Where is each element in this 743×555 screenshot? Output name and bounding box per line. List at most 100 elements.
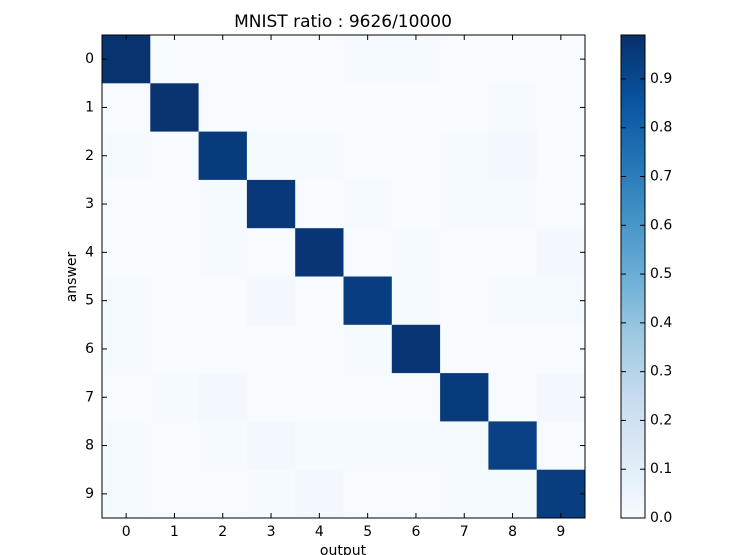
y-tick-label: 9 [85, 486, 94, 502]
x-tick-label: 2 [218, 524, 227, 540]
heatmap-cell [295, 421, 344, 471]
heatmap-cell [246, 228, 296, 277]
heatmap-cell [198, 228, 248, 277]
heatmap-cell [150, 83, 200, 133]
colorbar-tick-label: 0.7 [650, 168, 672, 184]
heatmap-cell [488, 35, 538, 84]
heatmap-cell [102, 228, 151, 277]
heatmap-cell [343, 83, 393, 133]
heatmap-cell [198, 179, 248, 229]
heatmap-cell [440, 421, 489, 471]
heatmap-cell [343, 276, 393, 326]
y-tick-label: 5 [85, 293, 94, 309]
heatmap-cell [391, 469, 441, 519]
heatmap-cell [198, 276, 248, 326]
heatmap-cell [440, 35, 489, 84]
x-tick-label: 4 [315, 524, 324, 540]
heatmap-cell [102, 179, 151, 229]
heatmap-cell [295, 228, 344, 277]
heatmap-cell [150, 469, 200, 519]
heatmap-cell [343, 373, 393, 422]
heatmap-cell [343, 469, 393, 519]
heatmap-cell [198, 83, 248, 133]
heatmap-cell [536, 228, 586, 277]
heatmap-cell [295, 83, 344, 133]
x-tick-label: 7 [460, 524, 469, 540]
x-tick-label: 3 [267, 524, 276, 540]
heatmap-cell [488, 421, 538, 471]
colorbar-tick-label: 0.3 [650, 364, 672, 380]
heatmap-cell [440, 131, 489, 181]
heatmap-cell [246, 83, 296, 133]
x-tick-label: 9 [556, 524, 565, 540]
y-tick-label: 0 [85, 51, 94, 67]
heatmap-cell [536, 373, 586, 422]
heatmap-cell [536, 469, 586, 519]
heatmap-cell [536, 421, 586, 471]
heatmap-cell [295, 276, 344, 326]
heatmap-cell [246, 373, 296, 422]
heatmap-cell [246, 131, 296, 181]
heatmap-cell [102, 83, 151, 133]
heatmap-cell [488, 276, 538, 326]
heatmap-cell [102, 35, 151, 84]
colorbar-tick-label: 0.2 [650, 412, 672, 428]
heatmap-cell [343, 179, 393, 229]
heatmap-cell [391, 373, 441, 422]
colorbar [620, 34, 646, 519]
heatmap-cell [295, 324, 344, 374]
heatmap-cell [536, 276, 586, 326]
heatmap-cell [488, 324, 538, 374]
heatmap-cell [391, 276, 441, 326]
x-axis-label: output [320, 543, 367, 555]
heatmap-cell [295, 179, 344, 229]
x-tick-label: 0 [122, 524, 131, 540]
y-tick-label: 3 [85, 196, 94, 212]
x-tick-label: 1 [170, 524, 179, 540]
x-tick-label: 5 [363, 524, 372, 540]
heatmap-cell [536, 131, 586, 181]
colorbar-tick-label: 0.1 [650, 461, 672, 477]
heatmap-cell [391, 179, 441, 229]
heatmap-cell [150, 276, 200, 326]
heatmap-cell [488, 373, 538, 422]
colorbar-tick-label: 0.0 [650, 510, 672, 526]
heatmap-cell [246, 35, 296, 84]
heatmap-cell [536, 83, 586, 133]
heatmap-cell [150, 324, 200, 374]
plot-frame [101, 34, 586, 519]
heatmap-cell [440, 228, 489, 277]
heatmap-cell [198, 324, 248, 374]
heatmap-cell [343, 35, 393, 84]
heatmap-cell [246, 179, 296, 229]
heatmap-cell [440, 179, 489, 229]
colorbar-tick-label: 0.8 [650, 120, 672, 136]
heatmap-cell [150, 179, 200, 229]
heatmap-cell [198, 421, 248, 471]
heatmap-cell [343, 421, 393, 471]
colorbar-tick-label: 0.5 [650, 266, 672, 282]
heatmap-cell [488, 179, 538, 229]
heatmap-cell [102, 373, 151, 422]
colorbar-tick-label: 0.6 [650, 217, 672, 233]
heatmap-cell [536, 324, 586, 374]
heatmap-cell [246, 421, 296, 471]
heatmap-cell [440, 83, 489, 133]
heatmap-cell [391, 324, 441, 374]
heatmap-cell [343, 324, 393, 374]
y-tick-label: 1 [85, 99, 94, 115]
heatmap-cell [198, 131, 248, 181]
heatmap-cell [488, 83, 538, 133]
heatmap-cell [391, 131, 441, 181]
y-tick-label: 4 [85, 244, 94, 260]
heatmap-cell [246, 469, 296, 519]
heatmap-cell [488, 228, 538, 277]
heatmap-cell [536, 35, 586, 84]
x-tick-label: 8 [508, 524, 517, 540]
heatmap-cell [198, 35, 248, 84]
y-tick-label: 8 [85, 438, 94, 454]
heatmap-cell [343, 131, 393, 181]
heatmap-cell [440, 469, 489, 519]
heatmap-cell [102, 131, 151, 181]
